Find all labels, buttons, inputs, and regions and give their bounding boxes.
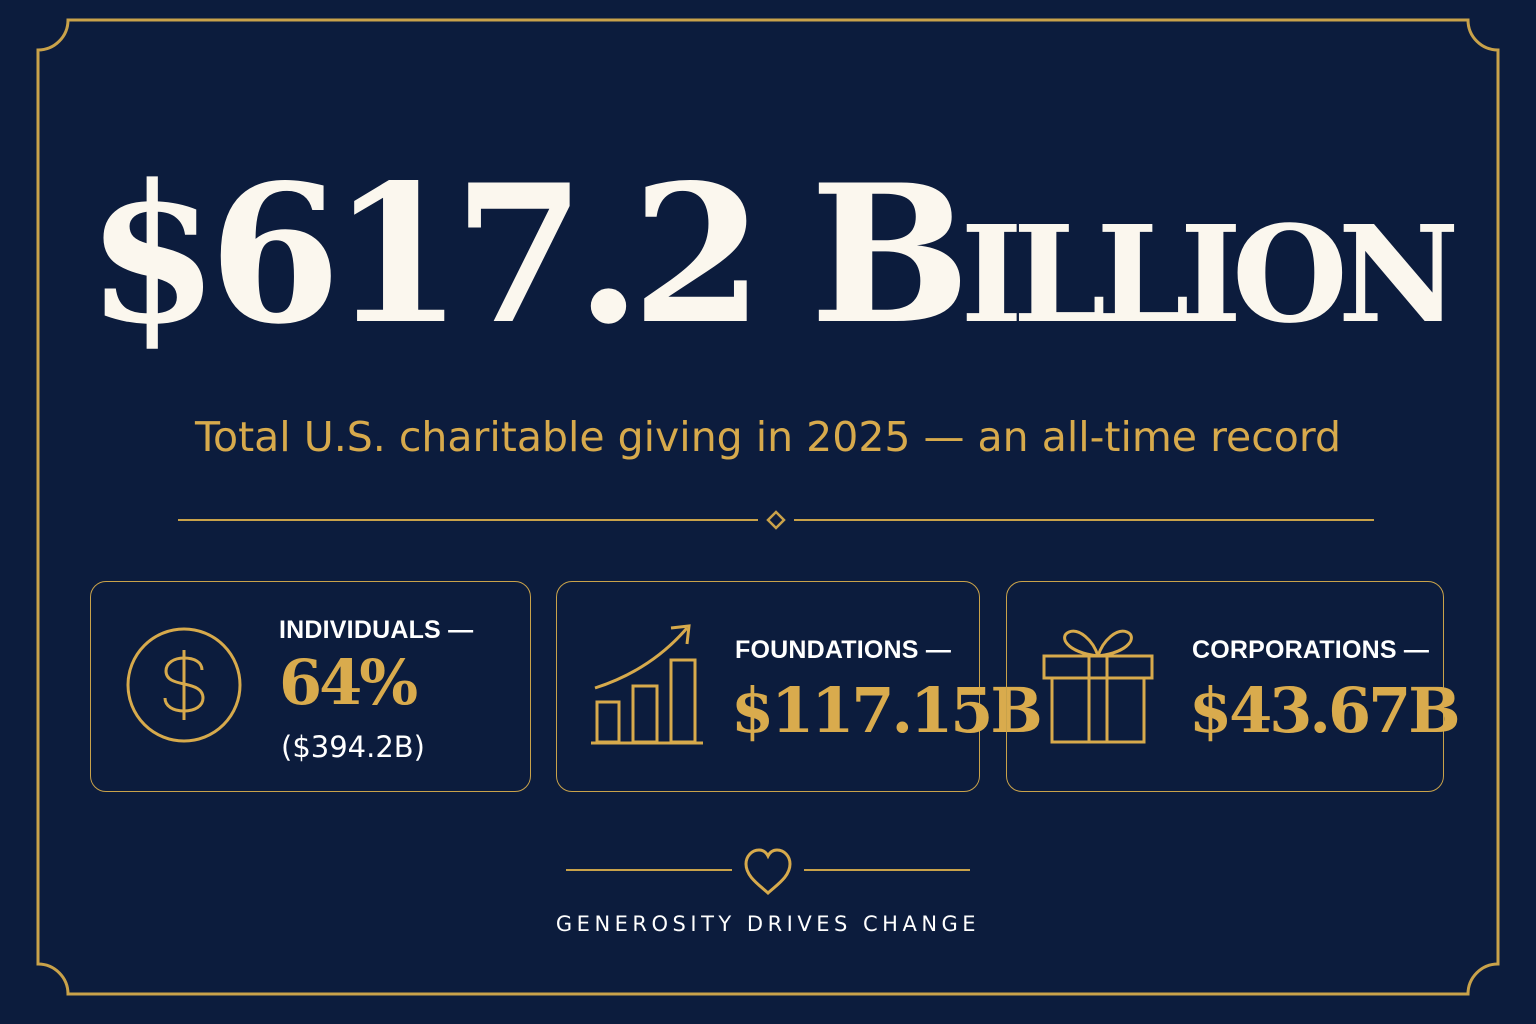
card-corporations: CORPORATIONS — $43.67B xyxy=(1006,581,1461,792)
card-individuals-label: INDIVIDUALS — xyxy=(279,616,474,644)
dollar-circle-icon xyxy=(126,627,242,743)
headline-amount: $617.2 xyxy=(86,143,764,366)
card-individuals-value: 64% xyxy=(279,646,418,719)
subtitle: Total U.S. charitable giving in 2025 — a… xyxy=(194,413,1342,461)
card-foundations-label: FOUNDATIONS — xyxy=(735,636,952,664)
headline-spacer xyxy=(754,143,810,366)
divider-diamond xyxy=(178,510,1374,530)
card-foundations: FOUNDATIONS — $117.15B xyxy=(556,581,1043,792)
heart-icon xyxy=(744,848,792,896)
headline-unit: Billion xyxy=(809,143,1459,366)
divider-heart xyxy=(566,848,970,896)
card-individuals-amount: ($394.2B) xyxy=(281,730,425,764)
headline: $617.2 Billion xyxy=(0,160,1536,350)
card-individuals: INDIVIDUALS — 64% ($394.2B) xyxy=(90,581,531,792)
growth-chart-icon xyxy=(591,624,703,745)
card-corporations-value: $43.67B xyxy=(1189,674,1461,747)
card-corporations-label: CORPORATIONS — xyxy=(1192,636,1430,664)
tagline: GENEROSITY DRIVES CHANGE xyxy=(555,912,981,936)
card-foundations-value: $117.15B xyxy=(731,674,1043,747)
gift-icon xyxy=(1042,629,1154,744)
